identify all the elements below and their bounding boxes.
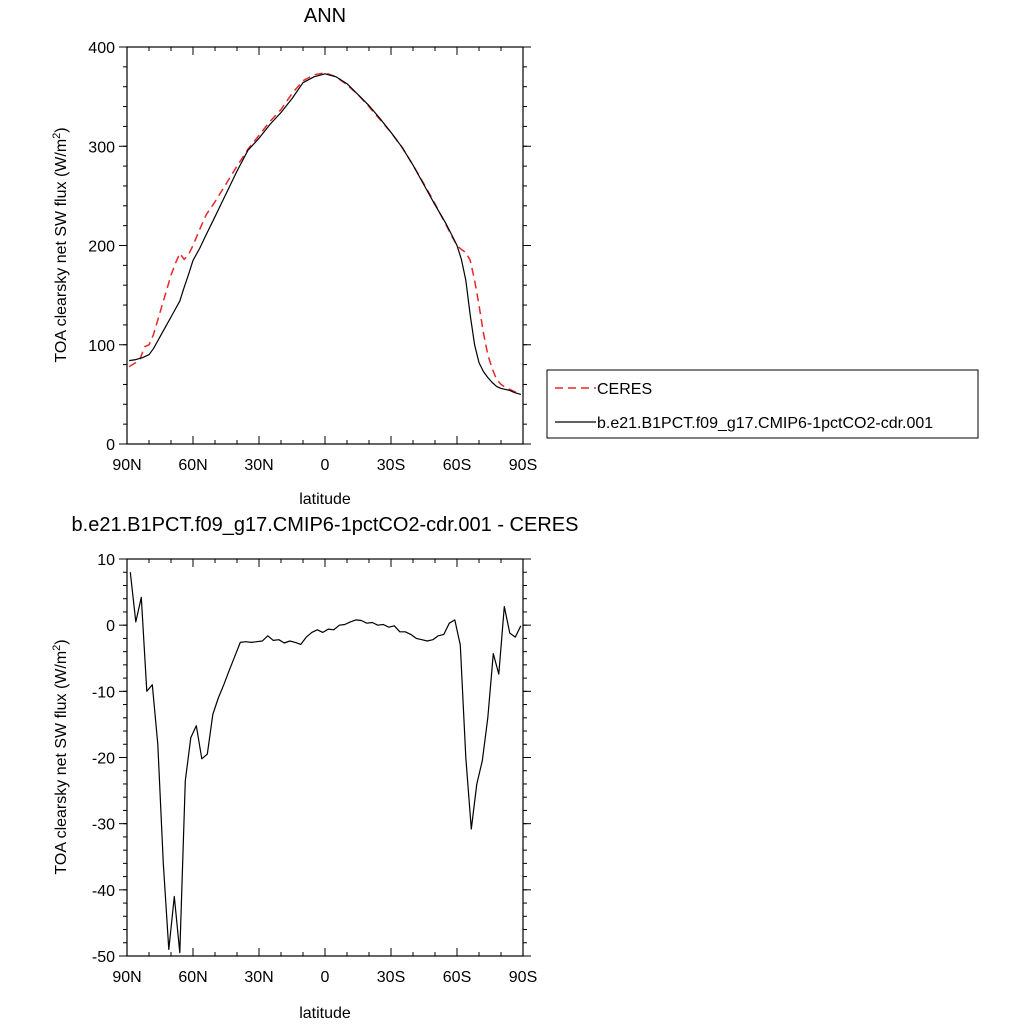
x-tick-label: 60S bbox=[443, 969, 471, 986]
plot-frame bbox=[126, 558, 524, 957]
x-tick-label: 90S bbox=[509, 969, 537, 986]
y-tick-label: 200 bbox=[88, 239, 115, 256]
y-tick-label: 0 bbox=[106, 618, 115, 635]
x-tick-label: 0 bbox=[321, 969, 330, 986]
y-tick-label: 10 bbox=[97, 552, 115, 569]
panel-top: ANN 90N 60N 30N 0 30S 60S 90S 0 100 200 300 400 lat… bbox=[51, 5, 979, 508]
legend-label-ceres: CERES bbox=[597, 381, 652, 398]
y-axis-label: TOA clearsky net SW flux (W/m2) bbox=[51, 127, 70, 362]
y-tick-label: -30 bbox=[92, 817, 115, 834]
x-tick-label: 0 bbox=[321, 457, 330, 474]
plot-frame bbox=[126, 46, 524, 445]
x-tick-label: 30S bbox=[377, 457, 405, 474]
x-tick-label: 90S bbox=[509, 457, 537, 474]
x-tick-label: 30N bbox=[244, 457, 273, 474]
series-group bbox=[129, 572, 522, 954]
x-tick-label: 60N bbox=[178, 969, 207, 986]
y-tick-label: -10 bbox=[92, 684, 115, 701]
x-tick-label: 60N bbox=[178, 457, 207, 474]
x-tick-label: 60S bbox=[443, 457, 471, 474]
x-tick-label: 90N bbox=[112, 969, 141, 986]
y-tick-label: -50 bbox=[92, 949, 115, 966]
x-tick-label: 90N bbox=[112, 457, 141, 474]
series-line-ceres bbox=[128, 72, 522, 396]
x-tick-label: 30S bbox=[377, 969, 405, 986]
y-tick-label: 300 bbox=[88, 139, 115, 156]
legend: CERES b.e21.B1PCT.f09_g17.CMIP6-1pctCO2-… bbox=[546, 369, 979, 439]
chart-title: ANN bbox=[304, 5, 346, 27]
x-tick-label: 30N bbox=[244, 969, 273, 986]
chart-title: b.e21.B1PCT.f09_g17.CMIP6-1pctCO2-cdr.00… bbox=[72, 514, 579, 536]
x-axis-label: latitude bbox=[299, 1005, 351, 1022]
y-axis-label: TOA clearsky net SW flux (W/m2) bbox=[51, 639, 70, 874]
y-tick-label: 400 bbox=[88, 40, 115, 57]
legend-box bbox=[546, 369, 979, 439]
y-tick-label: 0 bbox=[106, 437, 115, 454]
x-axis-label: latitude bbox=[299, 491, 351, 508]
y-tick-label: -40 bbox=[92, 883, 115, 900]
axis-ticks: 90N 60N 30N 0 30S 60S 90S -50 -40 -30 -20 -10 0 10 bbox=[92, 552, 537, 986]
panel-bottom: b.e21.B1PCT.f09_g17.CMIP6-1pctCO2-cdr.00… bbox=[51, 514, 578, 1022]
y-tick-label: 100 bbox=[88, 338, 115, 355]
axis-ticks: 90N 60N 30N 0 30S 60S 90S 0 100 200 300 400 bbox=[88, 40, 537, 474]
series-group bbox=[128, 72, 522, 396]
series-line-b-e21-b1pct-f09-g17-cmip6-1pctco2-cdr-001 bbox=[129, 73, 521, 395]
legend-label-model: b.e21.B1PCT.f09_g17.CMIP6-1pctCO2-cdr.00… bbox=[597, 415, 933, 432]
series-line-difference bbox=[129, 572, 522, 954]
y-tick-label: -20 bbox=[92, 751, 115, 768]
